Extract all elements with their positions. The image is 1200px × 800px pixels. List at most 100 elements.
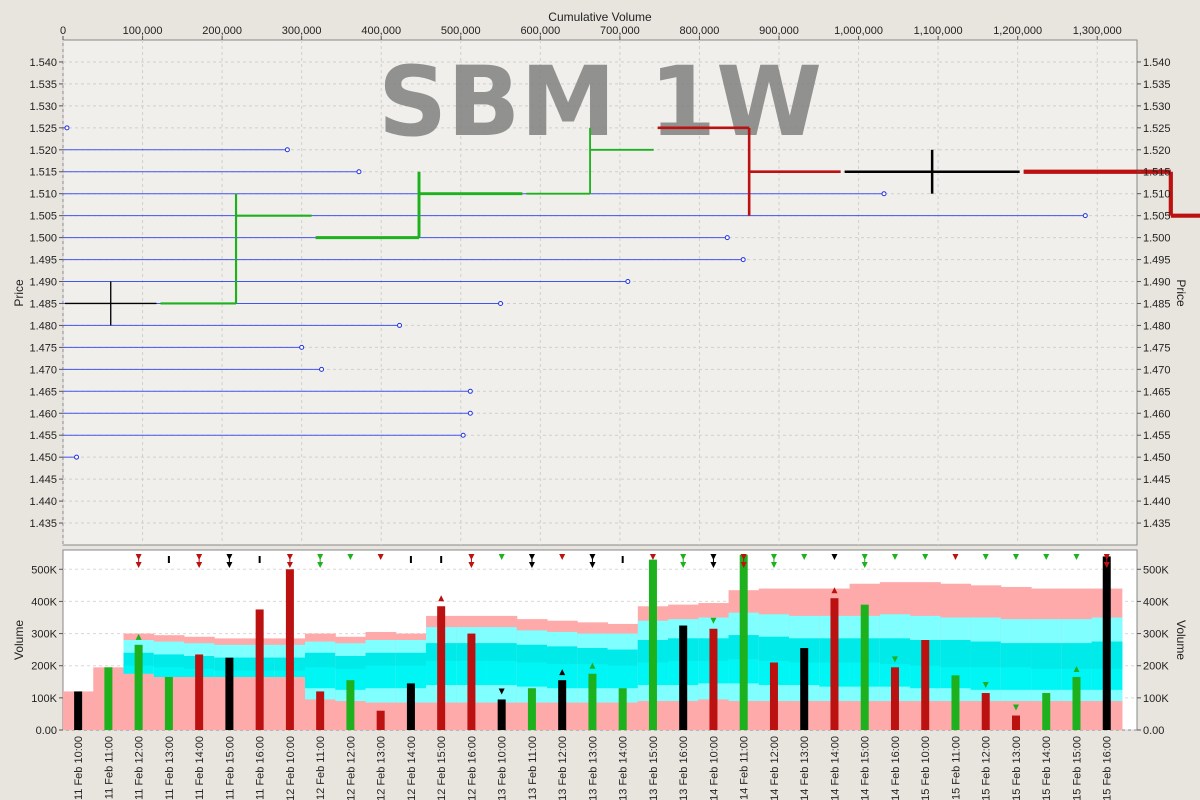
down-arrow-marker bbox=[680, 562, 687, 568]
x-tick-label: 200,000 bbox=[202, 25, 242, 37]
down-arrow-marker bbox=[1103, 562, 1110, 568]
price-level-end bbox=[319, 366, 325, 372]
down-arrow-marker bbox=[649, 554, 656, 560]
volume-bar bbox=[618, 688, 627, 730]
down-arrow-marker bbox=[861, 562, 868, 568]
x-category-label: 15 Feb 13:00 bbox=[1011, 736, 1023, 800]
y-tick-label: 1.485 bbox=[1143, 298, 1171, 310]
x-tick-label: 700,000 bbox=[600, 25, 640, 37]
y-axis-title-left: Price bbox=[12, 279, 26, 307]
x-category-label: 15 Feb 10:00 bbox=[920, 736, 932, 800]
y-tick-label: 1.535 bbox=[1143, 79, 1171, 91]
volume-band-3 bbox=[305, 652, 336, 668]
x-tick-label: 900,000 bbox=[759, 25, 799, 37]
up-arrow-marker bbox=[438, 595, 445, 602]
y-tick-label: 1.460 bbox=[1143, 408, 1171, 420]
x-tick-label: 1,100,000 bbox=[914, 25, 963, 37]
y-tick-label: 1.480 bbox=[29, 320, 57, 332]
volume-bar bbox=[951, 675, 960, 730]
price-level-end bbox=[498, 300, 504, 306]
y-tick-label: 1.520 bbox=[1143, 145, 1171, 157]
y-tick-label: 1.500 bbox=[1143, 233, 1171, 245]
volume-band-3 bbox=[970, 641, 1002, 668]
x-category-label: 12 Feb 11:00 bbox=[315, 736, 327, 800]
volume-band-3 bbox=[940, 640, 972, 668]
volume-bar bbox=[800, 648, 809, 730]
x-category-label: 14 Feb 11:00 bbox=[739, 736, 751, 800]
y-tick-label: 1.465 bbox=[29, 386, 57, 398]
x-category-label: 11 Feb 12:00 bbox=[134, 736, 146, 800]
volume-bars bbox=[74, 554, 1111, 730]
volume-tick-label: 100K bbox=[31, 693, 57, 705]
volume-bar bbox=[316, 691, 325, 730]
up-arrow-marker bbox=[135, 633, 142, 640]
down-arrow-marker bbox=[982, 682, 989, 689]
volume-bar bbox=[376, 710, 385, 730]
x-tick-label: 600,000 bbox=[520, 25, 560, 37]
chart-title: SBM 1W bbox=[378, 46, 822, 158]
volume-bar bbox=[164, 676, 173, 730]
up-arrow-marker bbox=[831, 587, 838, 594]
price-level-end bbox=[740, 257, 746, 263]
volume-bar bbox=[648, 559, 657, 730]
volume-bar bbox=[739, 554, 748, 730]
down-arrow-marker bbox=[1073, 554, 1080, 560]
x-category-label: 14 Feb 14:00 bbox=[829, 736, 841, 800]
up-arrow-marker bbox=[559, 669, 566, 676]
y-tick-label: 1.480 bbox=[1143, 320, 1171, 332]
x-category-label: 14 Feb 12:00 bbox=[769, 736, 781, 800]
volume-markers bbox=[135, 554, 1110, 711]
x-category-label: 15 Feb 14:00 bbox=[1041, 736, 1053, 800]
price-level-end bbox=[467, 388, 473, 394]
y-tick-label: 1.530 bbox=[29, 101, 57, 113]
x-category-label: 13 Feb 16:00 bbox=[678, 736, 690, 800]
x-category-label: 12 Feb 12:00 bbox=[345, 736, 357, 800]
price-level-end bbox=[299, 344, 305, 350]
volume-band-3 bbox=[577, 648, 609, 665]
volume-tick-label: 500K bbox=[1143, 564, 1169, 576]
volume-tick-label: 500K bbox=[31, 564, 57, 576]
volume-bar bbox=[134, 644, 143, 730]
x-category-label: 12 Feb 15:00 bbox=[436, 736, 448, 800]
y-tick-label: 1.505 bbox=[29, 211, 57, 223]
y-tick-label: 1.515 bbox=[29, 167, 57, 179]
volume-bar bbox=[1042, 693, 1051, 730]
x-category-label: 13 Feb 14:00 bbox=[618, 736, 630, 800]
volume-bar bbox=[1072, 676, 1081, 730]
x-category-label: 12 Feb 16:00 bbox=[466, 736, 478, 800]
y-tick-label: 1.490 bbox=[1143, 277, 1171, 289]
x-tick-label: 800,000 bbox=[680, 25, 720, 37]
x-category-label: 13 Feb 15:00 bbox=[648, 736, 660, 800]
y-tick-label: 1.500 bbox=[29, 233, 57, 245]
volume-tick-label: 0.00 bbox=[1143, 725, 1164, 737]
volume-bar bbox=[346, 680, 355, 730]
x-category-label: 12 Feb 13:00 bbox=[376, 736, 388, 800]
volume-tick-label: 400K bbox=[1143, 596, 1169, 608]
volume-tick-label: 400K bbox=[31, 596, 57, 608]
x-category-label: 11 Feb 13:00 bbox=[164, 736, 176, 800]
x-tick-label: 400,000 bbox=[361, 25, 401, 37]
x-category-label: 14 Feb 16:00 bbox=[890, 736, 902, 800]
up-arrow-marker bbox=[589, 662, 596, 669]
price-level-end bbox=[724, 235, 730, 241]
y-tick-label: 1.530 bbox=[1143, 101, 1171, 113]
up-arrow-marker bbox=[1073, 665, 1080, 672]
volume-bar bbox=[195, 654, 204, 730]
down-arrow-marker bbox=[498, 554, 505, 560]
volume-bar bbox=[104, 667, 113, 730]
y-tick-label: 1.440 bbox=[29, 496, 57, 508]
y-tick-label: 1.475 bbox=[1143, 342, 1171, 354]
down-arrow-marker bbox=[347, 554, 354, 560]
price-level-end bbox=[460, 432, 466, 438]
x-category-label: 13 Feb 11:00 bbox=[527, 736, 539, 800]
y-tick-label: 1.475 bbox=[29, 342, 57, 354]
down-arrow-marker bbox=[891, 554, 898, 560]
down-arrow-marker bbox=[498, 688, 505, 695]
down-arrow-marker bbox=[770, 562, 777, 568]
price-level-end bbox=[625, 279, 631, 285]
price-level-end bbox=[1082, 213, 1088, 219]
down-arrow-marker bbox=[135, 562, 142, 568]
y-tick-label: 1.495 bbox=[1143, 255, 1171, 267]
down-arrow-marker bbox=[286, 562, 293, 568]
x-category-label: 15 Feb 16:00 bbox=[1102, 736, 1114, 800]
